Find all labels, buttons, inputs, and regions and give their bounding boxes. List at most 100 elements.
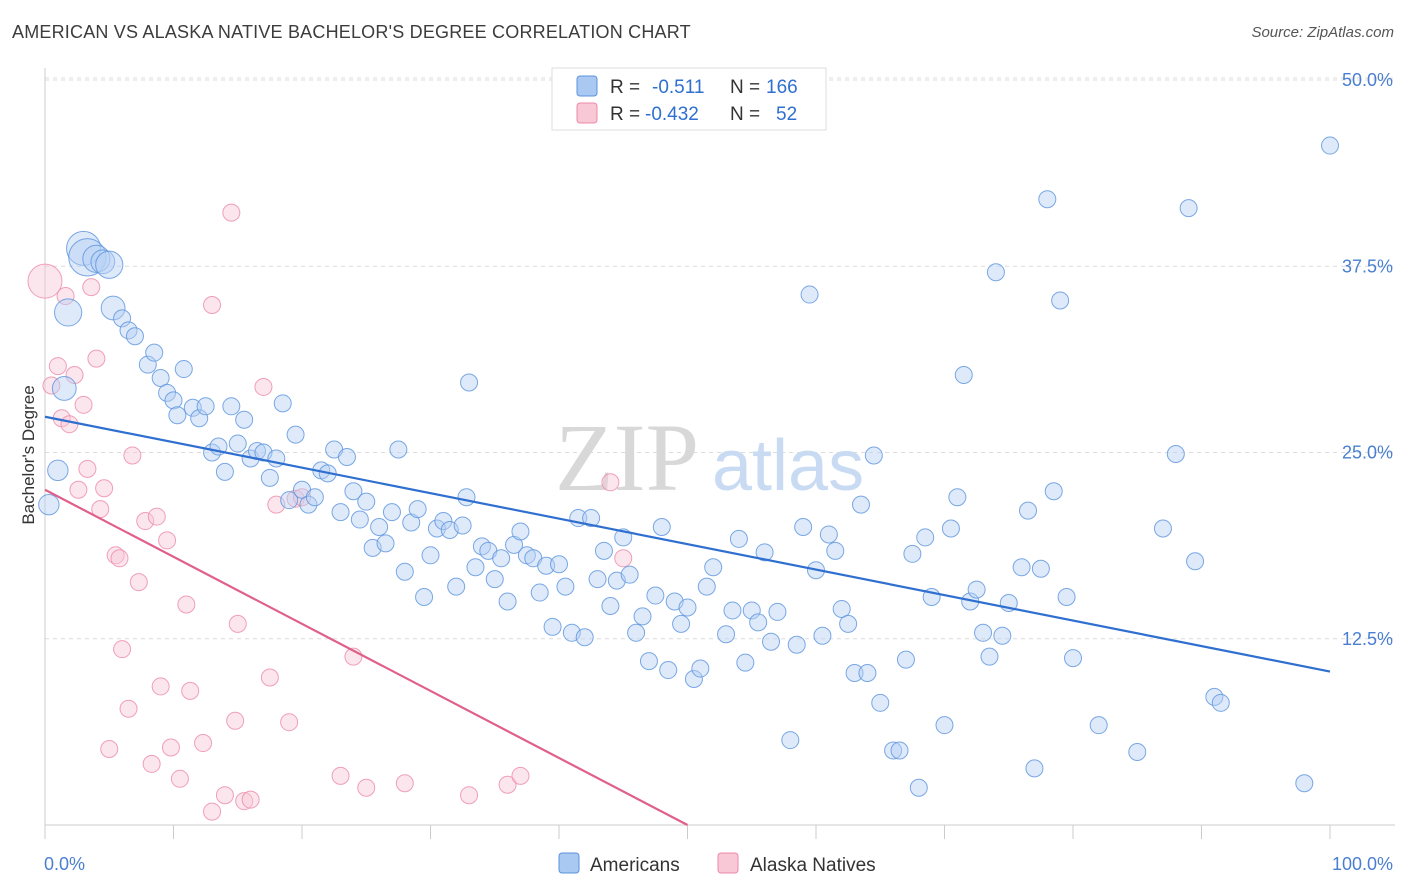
alaska-natives-point-28 — [177, 595, 196, 614]
americans-point-39 — [305, 488, 324, 507]
americans-trendline — [44, 415, 1331, 673]
alaska-natives-point-23 — [147, 507, 166, 526]
americans-point-100 — [691, 659, 710, 678]
alaska-natives-point-25 — [158, 531, 177, 550]
watermark: ZIP atlas — [555, 404, 864, 511]
americans-point-137 — [954, 366, 973, 385]
alaska-natives-point-48 — [460, 786, 479, 805]
americans-point-16 — [158, 383, 177, 402]
americans-point-108 — [749, 613, 768, 632]
alaska-natives-point-24 — [151, 677, 170, 696]
americans-point-111 — [768, 602, 787, 621]
americans-point-86 — [601, 596, 620, 615]
americans-point-14 — [145, 343, 164, 362]
americans-point-126 — [871, 693, 890, 712]
americans-point-148 — [1031, 559, 1050, 578]
americans-point-101 — [697, 577, 716, 596]
americans-point-79 — [556, 577, 575, 596]
americans-point-93 — [646, 586, 665, 605]
americans-point-162 — [1295, 774, 1314, 793]
americans-point-157 — [1166, 444, 1185, 463]
americans-point-125 — [864, 446, 883, 465]
americans-point-156 — [1153, 519, 1172, 538]
americans-point-163 — [1321, 136, 1339, 155]
americans-point-69 — [492, 549, 511, 568]
americans-point-76 — [537, 556, 556, 575]
y-tick-label-1: 25.0% — [1342, 443, 1393, 463]
americans-point-3 — [54, 298, 83, 327]
americans-point-8 — [95, 250, 124, 279]
alaska-natives-point-53 — [203, 295, 222, 314]
y-tick-label-3: 50.0% — [1342, 70, 1393, 90]
alaska-natives-point-51 — [601, 473, 620, 492]
alaska-natives-point-33 — [222, 203, 241, 222]
americans-point-49 — [370, 518, 389, 536]
alaska-natives-point-52 — [614, 549, 633, 568]
americans-point-127 — [884, 741, 903, 760]
americans-point-134 — [935, 716, 954, 735]
americans-point-119 — [826, 541, 845, 560]
americans-point-34 — [273, 394, 292, 413]
alaska-natives-trendline — [44, 488, 689, 826]
americans-point-50 — [376, 534, 395, 553]
americans-point-55 — [408, 500, 427, 519]
americans-point-38 — [299, 495, 318, 514]
americans-point-112 — [781, 731, 800, 750]
alaska-natives-point-41 — [280, 713, 299, 732]
chart-title: AMERICAN VS ALASKA NATIVE BACHELOR'S DEG… — [12, 22, 691, 42]
americans-point-114 — [794, 518, 813, 536]
alaska-natives-point-1 — [42, 376, 61, 395]
americans-point-158 — [1179, 199, 1198, 218]
alaska-natives-point-10 — [82, 278, 101, 297]
alaska-natives-point-5 — [60, 415, 79, 434]
americans-point-153 — [1064, 649, 1082, 668]
americans-point-13 — [138, 355, 157, 374]
bottom-legend-swatch-natives — [717, 852, 739, 874]
alaska-natives-point-0 — [27, 263, 63, 299]
americans-point-91 — [633, 607, 652, 626]
americans-point-43 — [331, 503, 350, 522]
x-tick-labels: 0.0% 100.0% — [44, 854, 1393, 874]
americans-point-143 — [993, 626, 1012, 645]
americans-point-46 — [350, 510, 369, 529]
alaska-natives-point-34 — [226, 711, 245, 730]
americans-point-124 — [858, 664, 877, 683]
americans-point-44 — [337, 447, 356, 466]
alaska-natives-point-26 — [161, 738, 180, 757]
chart-source: Source: ZipAtlas.com — [1251, 24, 1394, 41]
americans-point-113 — [787, 635, 806, 654]
americans-point-58 — [427, 519, 446, 538]
alaska-natives-point-18 — [119, 699, 138, 718]
y-tick-label-0: 12.5% — [1342, 629, 1393, 649]
alaska-natives-point-47 — [395, 774, 414, 793]
americans-point-149 — [1038, 190, 1057, 209]
alaska-natives-point-44 — [331, 766, 350, 785]
alaska-natives-point-27 — [170, 769, 189, 788]
legend-r-value-americans: -0.511 — [652, 77, 704, 98]
alaska-natives-point-14 — [100, 740, 119, 759]
americans-point-92 — [639, 652, 658, 671]
legend-r-label-americans: R = — [610, 77, 640, 98]
americans-point-121 — [839, 614, 858, 633]
americans-point-131 — [909, 778, 928, 797]
alaska-natives-point-36 — [235, 792, 254, 811]
bottom-legend-americans: Americans — [590, 855, 680, 876]
americans-point-82 — [575, 628, 594, 647]
alaska-natives-point-6 — [65, 366, 84, 385]
americans-point-26 — [222, 397, 241, 416]
americans-point-89 — [620, 565, 639, 584]
americans-point-32 — [260, 468, 279, 487]
americans-point-61 — [447, 577, 466, 596]
legend-r-value-natives: -0.432 — [645, 104, 699, 125]
americans-point-94 — [652, 518, 671, 536]
legend-r-label-natives: R = — [610, 104, 640, 125]
legend-box — [551, 67, 827, 131]
americans-point-129 — [896, 650, 915, 669]
americans-point-0 — [38, 493, 60, 516]
americans-point-130 — [903, 544, 922, 563]
alaska-natives-points — [27, 203, 633, 821]
alaska-natives-point-8 — [74, 395, 93, 414]
americans-point-65 — [466, 558, 485, 577]
americans-point-142 — [986, 263, 1005, 282]
americans-point-68 — [485, 570, 504, 589]
